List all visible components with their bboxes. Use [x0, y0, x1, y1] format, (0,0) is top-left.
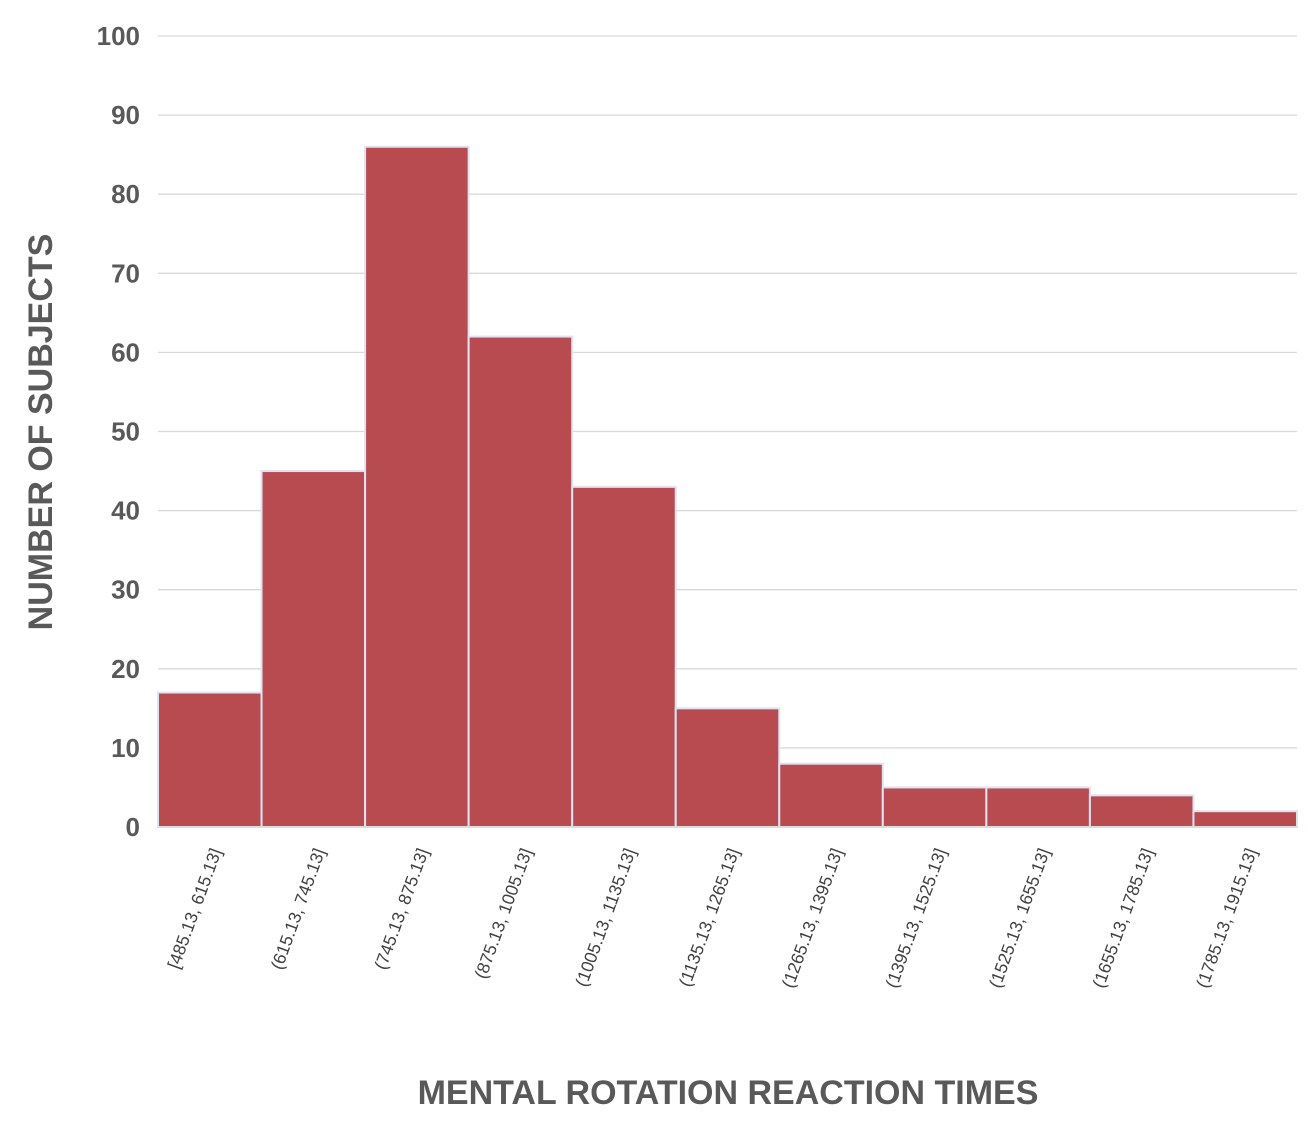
y-tick-label: 30 — [111, 575, 140, 605]
y-tick-label: 10 — [111, 733, 140, 763]
x-tick-label: (1395.13, 1525.13] — [881, 846, 950, 991]
x-tick-label: (745.13, 875.13] — [370, 846, 432, 973]
x-tick-label: (1655.13, 1785.13] — [1088, 846, 1157, 991]
y-axis-title: NUMBER OF SUBJECTS — [22, 234, 60, 631]
y-tick-label: 40 — [111, 496, 140, 526]
y-tick-label: 60 — [111, 337, 140, 367]
y-tick-label: 100 — [97, 21, 140, 51]
x-tick-label: (1265.13, 1395.13] — [778, 846, 847, 991]
y-tick-label: 50 — [111, 417, 140, 447]
x-axis-title: MENTAL ROTATION REACTION TIMES — [418, 1074, 1039, 1112]
y-tick-label: 0 — [126, 812, 140, 842]
bar — [157, 691, 263, 829]
bar — [985, 786, 1091, 829]
y-tick-labels: 0 10 20 30 40 50 60 70 80 90 100 — [97, 21, 140, 842]
bar — [571, 485, 677, 828]
y-tick-label: 70 — [111, 258, 140, 288]
bar — [778, 762, 884, 828]
x-tick-label: (1005.13, 1135.13] — [571, 846, 640, 990]
bar — [260, 470, 367, 828]
x-tick-label: (1135.13, 1265.13] — [675, 846, 744, 990]
y-tick-label: 80 — [111, 179, 140, 209]
y-tick-label: 90 — [111, 100, 140, 130]
y-tick-label: 20 — [111, 654, 140, 684]
bar — [1192, 810, 1299, 828]
x-tick-label: [485.13, 615.13] — [163, 846, 225, 972]
x-tick-label: (615.13, 745.13] — [267, 846, 329, 973]
x-tick-label: (1785.13, 1915.13] — [1192, 846, 1261, 991]
bar — [881, 786, 988, 829]
bar — [364, 145, 470, 829]
bar — [467, 335, 574, 828]
x-tick-label: (1525.13, 1655.13] — [985, 846, 1054, 991]
x-tick-labels: [485.13, 615.13] (615.13, 745.13] (745.13,… — [163, 846, 1261, 991]
bar — [674, 707, 781, 828]
bars — [157, 145, 1299, 829]
bar — [1088, 794, 1195, 828]
x-tick-label: (875.13, 1005.13] — [470, 846, 536, 982]
